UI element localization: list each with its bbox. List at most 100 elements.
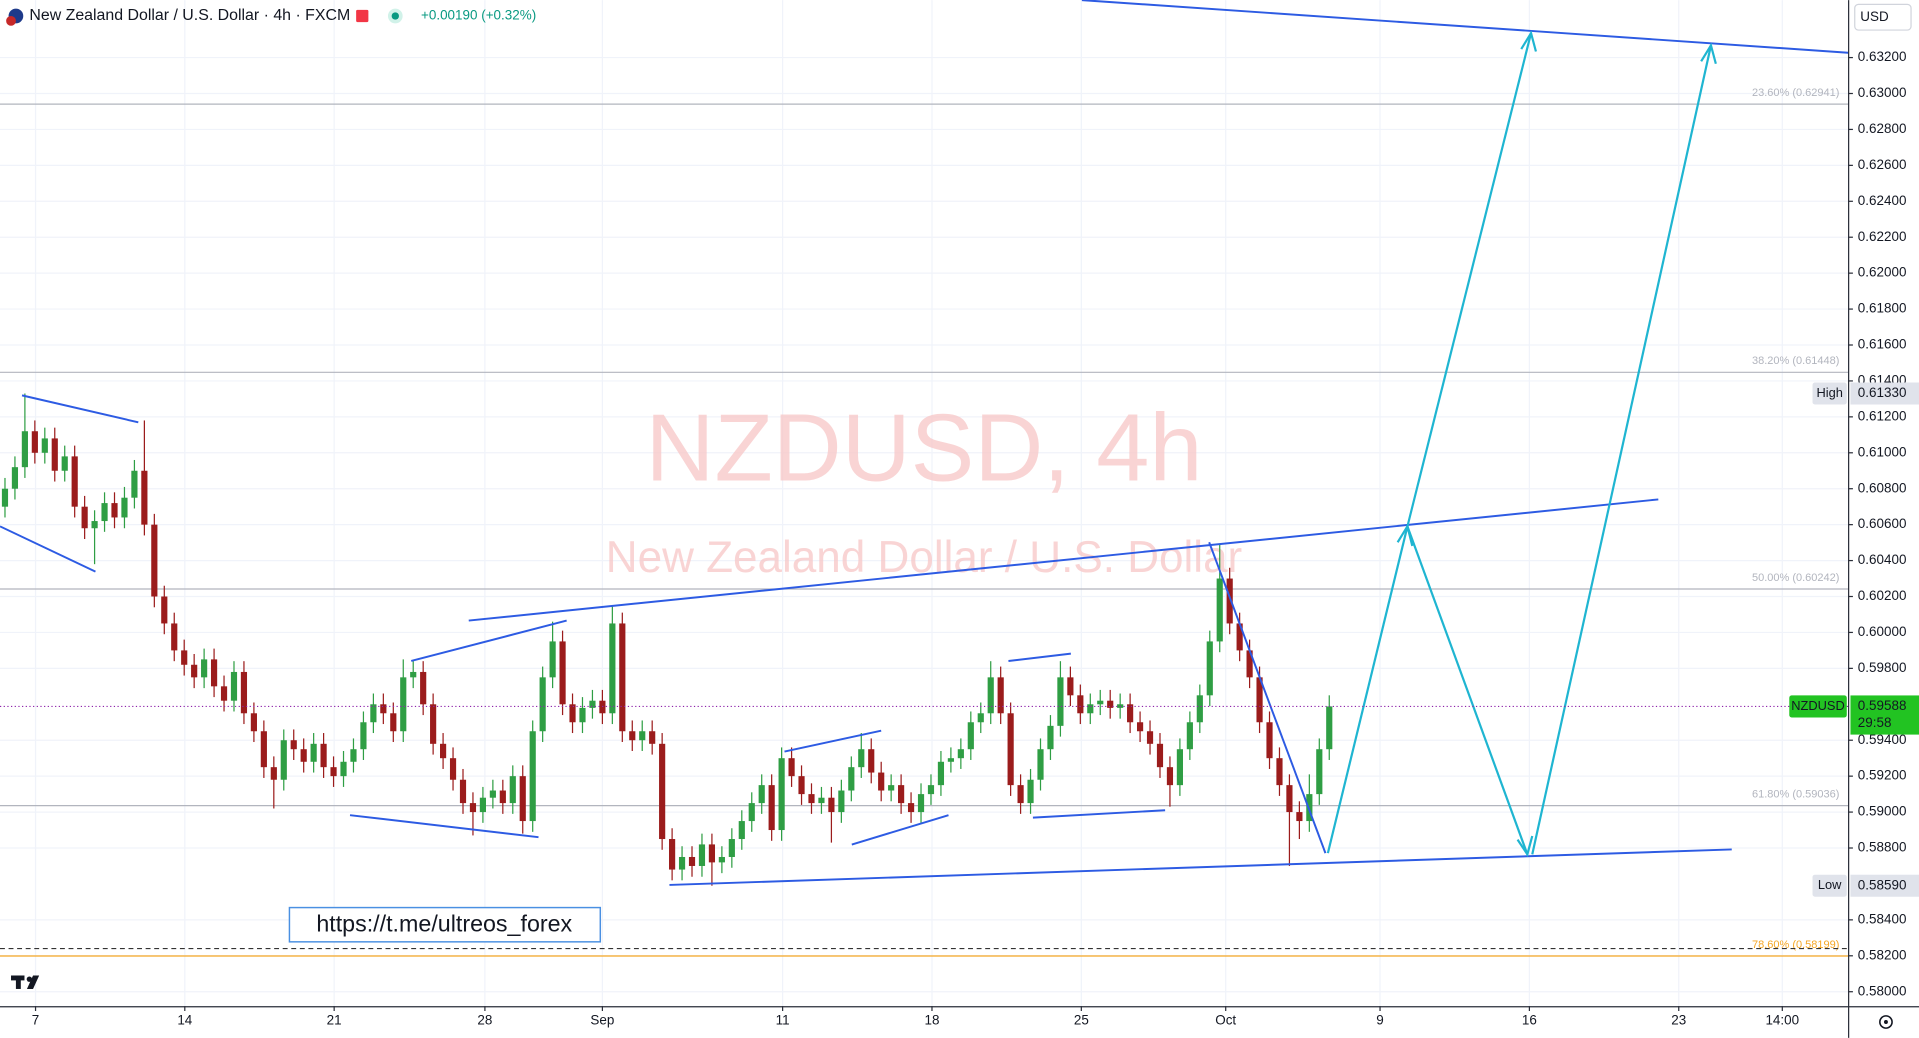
candle-body bbox=[310, 743, 317, 762]
candle-body bbox=[1136, 722, 1144, 732]
y-tick-label: 0.60800 bbox=[1858, 480, 1907, 495]
candle-body bbox=[459, 779, 467, 804]
candle-body bbox=[1256, 677, 1263, 723]
arrow bbox=[1531, 45, 1713, 855]
candle-body bbox=[748, 803, 755, 822]
flag-icon bbox=[6, 15, 16, 26]
candle-body bbox=[898, 785, 905, 804]
extreme-name: High bbox=[1816, 385, 1842, 400]
status-dot bbox=[391, 12, 399, 20]
watermark-symbol: NZDUSD, 4h bbox=[646, 396, 1203, 502]
candle-body bbox=[1007, 713, 1014, 786]
y-tick-label: 0.59400 bbox=[1858, 732, 1907, 747]
x-tick-label: 11 bbox=[776, 1012, 790, 1027]
settings-icon-center bbox=[1883, 1020, 1888, 1024]
candle-body bbox=[171, 623, 178, 651]
candle-body bbox=[1296, 812, 1303, 822]
candle-body bbox=[509, 776, 516, 804]
price-axis-bg bbox=[1848, 0, 1919, 1038]
extreme-label: 0.61330 bbox=[1858, 385, 1907, 400]
candle-body bbox=[380, 704, 387, 714]
candle-body bbox=[439, 743, 447, 759]
candle-body bbox=[868, 749, 875, 773]
currency-button[interactable] bbox=[1854, 3, 1912, 31]
candle-body bbox=[101, 503, 108, 522]
trend-line bbox=[1032, 809, 1166, 819]
extreme-name-tag bbox=[1812, 382, 1847, 405]
fib-label: 50.00% (0.60242) bbox=[1752, 572, 1839, 584]
candle-body bbox=[858, 749, 865, 768]
candle-body bbox=[1037, 749, 1044, 780]
x-tick-label: Oct bbox=[1215, 1012, 1236, 1027]
trend-line bbox=[468, 498, 1659, 622]
extreme-tag bbox=[1850, 382, 1919, 405]
candle-body bbox=[41, 438, 48, 453]
candle-body bbox=[21, 431, 28, 468]
candle-body bbox=[280, 740, 287, 780]
candle-body bbox=[390, 713, 397, 732]
candle-body bbox=[937, 761, 945, 786]
candle-body bbox=[987, 677, 994, 714]
y-tick-label: 0.63200 bbox=[1858, 49, 1907, 64]
market-status-icon[interactable] bbox=[356, 9, 369, 23]
candle-body bbox=[1017, 785, 1024, 804]
candle-body bbox=[559, 641, 566, 705]
candle-body bbox=[111, 503, 118, 518]
candle-body bbox=[11, 467, 19, 489]
y-tick-label: 0.59200 bbox=[1858, 768, 1907, 783]
candle-body bbox=[669, 839, 676, 870]
x-tick-label: 7 bbox=[32, 1012, 39, 1027]
candle-body bbox=[161, 596, 168, 624]
candle-body bbox=[678, 856, 686, 870]
candle-body bbox=[469, 803, 477, 813]
axes: 0.58000 0.58200 0.58400 0.58800 0.59000 0.592… bbox=[32, 49, 1907, 1027]
last-price-label: 0.59588 bbox=[1858, 698, 1907, 713]
candle-body bbox=[270, 767, 277, 780]
candle-body bbox=[479, 797, 487, 813]
candle-body bbox=[788, 758, 795, 777]
candle-body bbox=[61, 456, 68, 471]
candle-body bbox=[290, 740, 297, 750]
candle-body bbox=[977, 713, 984, 723]
candle-body bbox=[1146, 731, 1154, 744]
candle-body bbox=[420, 671, 427, 705]
candle-body bbox=[1186, 722, 1193, 750]
candle-body bbox=[81, 506, 88, 529]
trend-line bbox=[669, 848, 1732, 886]
candle-body bbox=[907, 803, 915, 813]
countdown: 29:58 bbox=[1858, 715, 1892, 730]
candle-body bbox=[1087, 704, 1094, 714]
y-tick-label: 0.61600 bbox=[1858, 337, 1907, 352]
candle-body bbox=[1196, 695, 1203, 723]
arrow-head bbox=[1520, 30, 1537, 52]
candle-body bbox=[71, 456, 78, 507]
candle-body bbox=[569, 704, 576, 723]
candle-body bbox=[609, 623, 616, 714]
arrow-head bbox=[1700, 42, 1717, 65]
candles bbox=[1, 393, 1333, 886]
link-text[interactable]: https://t.me/ultreos_forex bbox=[316, 910, 572, 936]
trend-line bbox=[349, 814, 539, 839]
y-tick-label: 0.60000 bbox=[1858, 624, 1907, 639]
candle-body bbox=[240, 671, 248, 714]
candle-body bbox=[1156, 743, 1164, 768]
y-tick-label: 0.62600 bbox=[1858, 157, 1907, 172]
candle-body bbox=[967, 722, 974, 750]
candle-body bbox=[649, 731, 656, 744]
candle-body bbox=[917, 794, 925, 813]
link-box[interactable] bbox=[288, 906, 602, 943]
x-tick-label: 9 bbox=[1376, 1012, 1383, 1027]
candle-body bbox=[639, 731, 646, 741]
candle-body bbox=[1127, 704, 1134, 723]
y-tick-label: 0.61800 bbox=[1858, 301, 1907, 316]
candle-body bbox=[1236, 623, 1243, 651]
extreme-name-tag bbox=[1812, 874, 1847, 897]
settings-icon[interactable] bbox=[1879, 1015, 1893, 1029]
candle-body bbox=[1, 488, 9, 507]
candle-body bbox=[210, 659, 218, 687]
candle-body bbox=[220, 686, 228, 701]
trend-line bbox=[784, 729, 882, 753]
candle-body bbox=[1326, 706, 1333, 750]
candle-body bbox=[1266, 722, 1273, 759]
y-tick-label: 0.59000 bbox=[1858, 804, 1907, 819]
